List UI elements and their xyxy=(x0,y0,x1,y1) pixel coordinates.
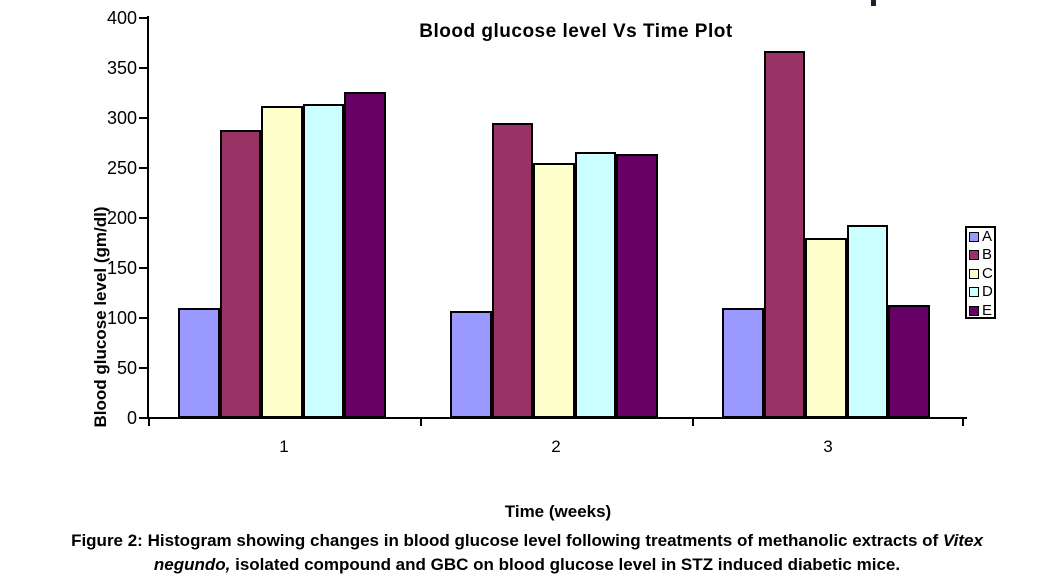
x-axis-title: Time (weeks) xyxy=(504,502,612,521)
figure-caption: Figure 2: Histogram showing changes in b… xyxy=(0,529,1054,577)
legend-entry-E: E xyxy=(967,301,994,319)
legend-label-E: E xyxy=(982,301,993,319)
legend-entry-A: A xyxy=(967,229,994,247)
y-tick-label: 150 xyxy=(106,258,137,278)
legend-swatch-C xyxy=(969,268,979,279)
y-tick-label: 200 xyxy=(106,208,137,228)
bar-A-week1 xyxy=(178,308,220,418)
caption-line-2: negundo, isolated compound and GBC on bl… xyxy=(0,553,1054,577)
bar-A-week2 xyxy=(450,311,492,418)
x-tick-mark xyxy=(420,418,422,426)
legend-swatch-B xyxy=(969,250,979,261)
legend-entry-C: C xyxy=(967,264,994,284)
legend-entry-D: D xyxy=(967,284,994,302)
x-category-label: 3 xyxy=(823,437,833,456)
bar-C-week1 xyxy=(261,106,303,418)
legend-label-A: A xyxy=(982,228,993,245)
y-tick-mark xyxy=(139,117,149,119)
legend-label-C: C xyxy=(982,264,993,282)
y-tick-label: 50 xyxy=(116,358,137,378)
legend-swatch-E xyxy=(969,305,979,316)
y-tick-mark xyxy=(139,417,149,419)
caption-text: isolated compound and GBC on blood gluco… xyxy=(230,555,901,574)
x-tick-mark xyxy=(692,418,694,426)
bar-D-week3 xyxy=(846,225,888,418)
y-tick-mark xyxy=(139,17,149,19)
legend-label-B: B xyxy=(982,246,993,264)
caption-italic-text: Vitex xyxy=(942,531,983,550)
x-category-label: 1 xyxy=(279,437,289,456)
bar-B-week1 xyxy=(219,130,261,418)
bar-C-week2 xyxy=(533,163,575,418)
y-tick-label: 250 xyxy=(106,158,137,178)
x-category-label: 2 xyxy=(551,437,561,456)
legend-swatch-A xyxy=(969,232,979,242)
legend-entry-B: B xyxy=(967,247,994,265)
cropped-text-fragment xyxy=(871,0,876,6)
y-tick-label: 0 xyxy=(126,408,137,428)
bar-E-week1 xyxy=(344,92,386,418)
x-tick-mark xyxy=(962,418,964,426)
y-tick-mark xyxy=(139,67,149,69)
y-tick-label: 350 xyxy=(106,58,137,78)
x-tick-mark xyxy=(148,418,150,426)
caption-text: Figure 2: Histogram showing changes in b… xyxy=(71,531,943,550)
x-axis-line xyxy=(147,417,967,419)
y-tick-label: 300 xyxy=(106,108,137,128)
y-tick-mark xyxy=(139,217,149,219)
bar-C-week3 xyxy=(805,238,847,418)
caption-line-1: Figure 2: Histogram showing changes in b… xyxy=(0,529,1054,553)
bar-E-week2 xyxy=(616,154,658,418)
y-tick-mark xyxy=(139,367,149,369)
bar-D-week2 xyxy=(574,152,616,418)
y-tick-label: 400 xyxy=(106,8,137,28)
bar-D-week1 xyxy=(302,104,344,418)
caption-italic-text: negundo, xyxy=(153,555,231,574)
y-tick-mark xyxy=(139,167,149,169)
bar-B-week2 xyxy=(491,123,533,418)
bar-E-week3 xyxy=(888,305,930,418)
legend-swatch-D xyxy=(969,287,979,298)
bar-A-week3 xyxy=(722,308,764,418)
y-tick-mark xyxy=(139,267,149,269)
y-tick-label: 100 xyxy=(106,308,137,328)
y-tick-mark xyxy=(139,317,149,319)
legend-label-D: D xyxy=(982,283,993,301)
bar-B-week3 xyxy=(763,51,805,418)
chart-title: Blood glucose level Vs Time Plot xyxy=(419,21,733,42)
